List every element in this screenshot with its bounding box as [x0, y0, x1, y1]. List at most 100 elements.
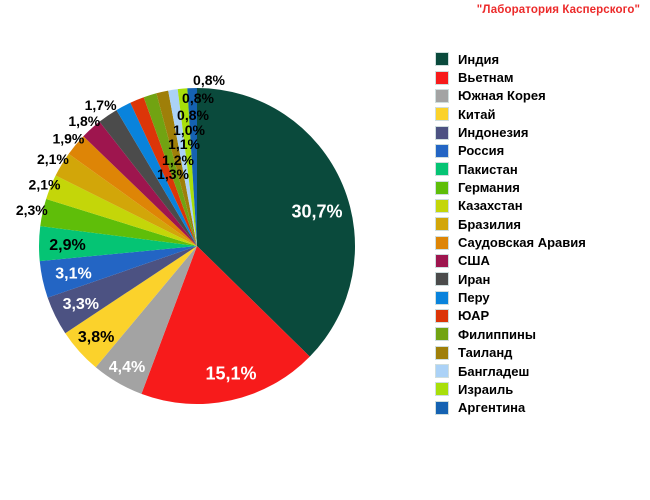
- legend-swatch: [435, 400, 449, 415]
- legend-label: Южная Корея: [458, 88, 546, 104]
- legend-label: Китай: [458, 106, 496, 122]
- legend-label: США: [458, 253, 490, 269]
- legend-swatch: [435, 143, 449, 158]
- legend-label: Пакистан: [458, 161, 518, 177]
- legend-swatch: [435, 217, 449, 232]
- pie-slice: [143, 93, 197, 246]
- legend-label: Израиль: [458, 381, 514, 397]
- legend-label: Иран: [458, 271, 491, 287]
- legend-item: Таиланд: [435, 344, 586, 362]
- legend-item: ЮАР: [435, 307, 586, 325]
- pie-slice: [156, 90, 197, 247]
- percent-label: 1,0%: [173, 122, 205, 138]
- legend-label: Филиппины: [458, 326, 536, 342]
- legend-label: ЮАР: [458, 308, 490, 324]
- legend-swatch: [435, 345, 449, 360]
- pie-slice: [68, 136, 198, 246]
- legend-item: Вьетнам: [435, 68, 586, 86]
- legend-label: Перу: [458, 290, 490, 306]
- legend-swatch: [435, 308, 449, 323]
- legend-label: Бразилия: [458, 216, 521, 232]
- legend: Индия Вьетнам Южная Корея Китай Индонезия Рос…: [435, 50, 586, 417]
- percent-label: 1,7%: [85, 97, 117, 113]
- percent-label: 1,2%: [162, 152, 194, 168]
- legend-item: Индонезия: [435, 123, 586, 141]
- legend-item: Саудовская Аравия: [435, 233, 586, 251]
- legend-label: Бангладеш: [458, 363, 530, 379]
- pie-slice: [38, 226, 197, 262]
- pie-slice: [83, 121, 197, 246]
- percent-label: 2,9%: [49, 237, 85, 254]
- legend-item: Аргентина: [435, 399, 586, 417]
- legend-label: Россия: [458, 143, 505, 159]
- legend-item: Южная Корея: [435, 87, 586, 105]
- pie-slice: [46, 175, 198, 246]
- legend-swatch: [435, 70, 449, 85]
- legend-label: Таиланд: [458, 345, 513, 361]
- pie-slice: [95, 246, 197, 394]
- legend-item: Иран: [435, 270, 586, 288]
- pie-slice: [55, 153, 197, 246]
- legend-item: Индия: [435, 50, 586, 68]
- percent-label: 3,3%: [63, 296, 99, 313]
- legend-item: Россия: [435, 142, 586, 160]
- pie-slice: [39, 246, 197, 298]
- legend-item: Казахстан: [435, 197, 586, 215]
- pie-slice: [177, 88, 197, 246]
- pie-slice: [99, 110, 197, 246]
- legend-swatch: [435, 327, 449, 342]
- pie-slice: [116, 102, 197, 246]
- legend-swatch: [435, 180, 449, 195]
- pie-slice: [65, 246, 197, 368]
- legend-label: Казахстан: [458, 198, 523, 214]
- legend-label: Саудовская Аравия: [458, 235, 586, 251]
- legend-item: Китай: [435, 105, 586, 123]
- legend-swatch: [435, 52, 449, 67]
- percent-label: 0,8%: [193, 72, 225, 88]
- legend-item: Израиль: [435, 380, 586, 398]
- legend-label: Германия: [458, 180, 520, 196]
- legend-item: Бразилия: [435, 215, 586, 233]
- legend-label: Аргентина: [458, 400, 526, 416]
- percent-label: 15,1%: [205, 363, 256, 383]
- legend-item: Бангладеш: [435, 362, 586, 380]
- legend-swatch: [435, 364, 449, 379]
- percent-label: 3,1%: [55, 266, 91, 283]
- legend-label: Индия: [458, 51, 500, 67]
- legend-item: Перу: [435, 288, 586, 306]
- legend-swatch: [435, 382, 449, 397]
- pie-slice: [141, 246, 310, 404]
- percent-label: 2,3%: [16, 202, 48, 218]
- legend-swatch: [435, 162, 449, 177]
- percent-label: 30,7%: [291, 201, 342, 221]
- pie-slice: [168, 89, 197, 247]
- pie-slice: [47, 246, 198, 334]
- legend-swatch: [435, 88, 449, 103]
- legend-swatch: [435, 107, 449, 122]
- chart-source-title: "Лаборатория Касперского": [476, 4, 640, 16]
- legend-item: США: [435, 252, 586, 270]
- percent-label: 3,8%: [78, 329, 114, 346]
- legend-swatch: [435, 272, 449, 287]
- legend-item: Пакистан: [435, 160, 586, 178]
- legend-item: Германия: [435, 178, 586, 196]
- legend-swatch: [435, 253, 449, 268]
- percent-label: 0,8%: [177, 107, 209, 123]
- pie-slice: [130, 97, 197, 246]
- percent-label: 4,4%: [109, 359, 145, 376]
- percent-label: 1,3%: [157, 166, 189, 182]
- percent-label: 1,9%: [52, 131, 84, 147]
- legend-swatch: [435, 235, 449, 250]
- legend-item: Филиппины: [435, 325, 586, 343]
- percent-label: 0,8%: [182, 90, 214, 106]
- percent-label: 1,8%: [68, 113, 100, 129]
- legend-label: Индонезия: [458, 125, 529, 141]
- pie-slice: [187, 88, 197, 246]
- legend-swatch: [435, 125, 449, 140]
- legend-label: Вьетнам: [458, 70, 514, 86]
- percent-label: 1,1%: [168, 136, 200, 152]
- percent-label: 2,1%: [29, 177, 61, 193]
- pie-slice: [197, 88, 356, 357]
- legend-swatch: [435, 198, 449, 213]
